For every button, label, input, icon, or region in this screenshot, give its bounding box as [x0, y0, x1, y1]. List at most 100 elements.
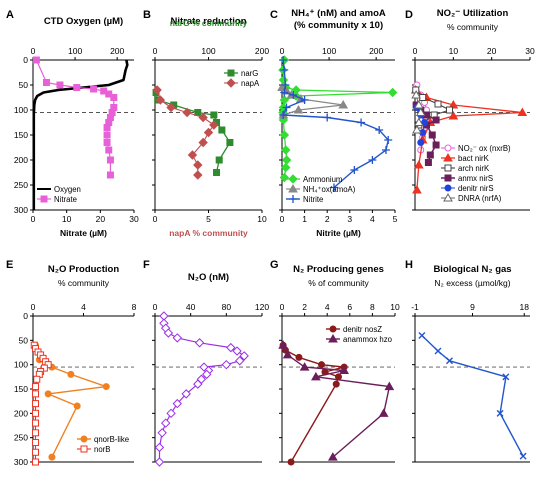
data-point — [446, 106, 453, 114]
panel-letter: G — [270, 259, 279, 271]
panel-title: NO₂⁻ Utilization — [437, 8, 509, 19]
top-axis-label: narG % community — [170, 18, 248, 28]
data-point — [311, 371, 321, 381]
series-0 — [152, 89, 234, 176]
top-tick-label: 0 — [153, 302, 158, 312]
top-tick-label: 0 — [31, 302, 36, 312]
top-tick-label: 200 — [369, 46, 383, 56]
legend-marker — [444, 164, 452, 172]
data-point — [48, 453, 56, 461]
data-point — [327, 452, 338, 461]
data-point — [412, 124, 422, 134]
data-point — [424, 159, 432, 166]
bottom-tick-label: 0 — [153, 214, 158, 224]
legend-marker — [444, 174, 452, 182]
top-tick-label: 100 — [322, 46, 336, 56]
top-tick-label: 6 — [347, 302, 352, 312]
data-point — [502, 373, 510, 381]
series-line — [282, 344, 345, 463]
data-point — [323, 113, 332, 122]
data-point — [339, 365, 350, 375]
data-point — [103, 131, 111, 139]
data-point — [338, 99, 349, 109]
data-point — [432, 141, 440, 149]
data-point — [282, 103, 291, 112]
top-tick-label: 0 — [153, 46, 158, 56]
top-tick-label: 100 — [201, 46, 215, 56]
y-tick-label: 50 — [19, 335, 29, 345]
data-point — [32, 429, 40, 437]
data-point — [203, 127, 214, 138]
y-tick-label: 300 — [14, 457, 28, 467]
data-point — [106, 156, 114, 164]
data-point — [215, 156, 223, 164]
data-point — [413, 117, 424, 126]
panel-c: C NH₄⁺ (nM) and amoA(% community x 10)0 10… — [270, 8, 398, 238]
legend-marker — [444, 144, 452, 152]
legend-marker — [80, 445, 88, 453]
data-point — [235, 356, 245, 366]
panel-title: N₂ Producing genes — [293, 264, 384, 275]
data-point — [293, 104, 304, 114]
top-tick-label: 4 — [81, 302, 86, 312]
panel-subtitle: N₂ excess (µmol/kg) — [434, 278, 510, 288]
bottom-axis-label: Nitrate (µM) — [60, 228, 107, 238]
y-tick-label: 0 — [23, 311, 28, 321]
data-point — [446, 357, 453, 365]
data-point — [300, 96, 309, 104]
legend-marker — [227, 69, 235, 77]
legend-label: napA — [241, 79, 260, 88]
data-point — [278, 340, 288, 349]
legend-label: Nitrate — [54, 195, 77, 204]
data-point — [103, 139, 111, 146]
top-tick-label: 10 — [390, 302, 400, 312]
data-point — [412, 184, 422, 194]
legend-marker — [444, 184, 452, 192]
series-line — [282, 59, 389, 189]
data-point — [157, 428, 167, 438]
bottom-axis-label: napA % community — [169, 228, 248, 238]
data-point — [434, 100, 442, 108]
series-5 — [411, 89, 426, 134]
data-point — [90, 85, 98, 93]
data-point — [32, 409, 40, 417]
data-point — [218, 126, 226, 134]
legend-label: qnorB-like — [94, 435, 129, 444]
data-point — [198, 137, 208, 148]
panel-title: N₂O (nM) — [188, 272, 229, 283]
panel-letter: B — [143, 9, 151, 21]
data-point — [198, 112, 208, 123]
data-point — [172, 398, 182, 409]
data-point — [282, 155, 292, 165]
data-point — [110, 94, 118, 101]
data-point — [56, 81, 64, 89]
data-point — [519, 452, 527, 460]
series-1 — [32, 56, 118, 179]
data-point — [193, 160, 203, 170]
legend-marker — [226, 78, 236, 88]
data-point — [434, 347, 442, 355]
series-0 — [154, 311, 249, 467]
legend-label: denitr nirS — [458, 184, 494, 193]
bottom-axis-label: Nitrite (µM) — [316, 228, 361, 238]
y-tick-label: 150 — [14, 130, 28, 140]
y-tick-label: 100 — [14, 105, 28, 115]
data-point — [282, 349, 293, 359]
bottom-tick-label: 3 — [347, 214, 352, 224]
legend-label: anammox hzo — [343, 335, 393, 344]
data-point — [279, 56, 288, 64]
data-point — [289, 91, 298, 99]
panel-letter: C — [270, 9, 278, 21]
data-point — [193, 170, 203, 180]
data-point — [226, 139, 234, 146]
top-tick-label: 200 — [110, 46, 124, 56]
panel-letter: A — [6, 9, 14, 21]
panel-f: F N₂O (nM) 0 40 80 120 — [143, 259, 269, 467]
data-point — [213, 169, 221, 176]
data-point — [287, 458, 295, 466]
